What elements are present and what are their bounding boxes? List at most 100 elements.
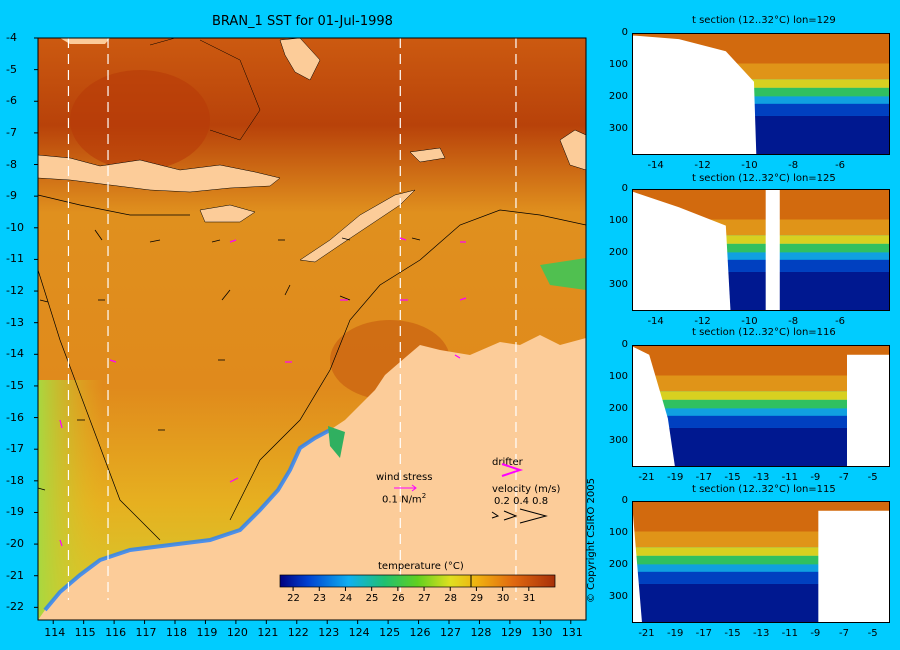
australia-land bbox=[38, 335, 586, 620]
colorbar-tick-label: 29 bbox=[470, 593, 484, 604]
temperature-band bbox=[632, 399, 890, 409]
section-frame bbox=[632, 345, 890, 467]
section-y-tick-label: 0 bbox=[621, 339, 628, 350]
colorbar-tick-label: 23 bbox=[313, 593, 327, 604]
map-x-tick-label: 130 bbox=[531, 626, 553, 639]
section-frame bbox=[632, 33, 890, 155]
colorbar-tick-label: 24 bbox=[339, 593, 353, 604]
temperature-band bbox=[632, 408, 890, 416]
section-x-tick-label: -17 bbox=[695, 628, 712, 639]
section-plot bbox=[632, 345, 890, 467]
temperature-band bbox=[632, 555, 890, 565]
wind-stress-unit-exponent: 2 bbox=[421, 492, 427, 500]
section-x-tick-label: -8 bbox=[788, 160, 799, 171]
section-x-tick-label: -5 bbox=[867, 472, 878, 483]
wind-stress-arrow bbox=[394, 484, 417, 492]
temperature-band bbox=[632, 79, 890, 88]
section-y-tick-label: 300 bbox=[608, 123, 628, 135]
section-x-tick-label: -6 bbox=[835, 316, 846, 327]
wind-arrows bbox=[37, 229, 421, 491]
map-x-tick-label: 120 bbox=[226, 626, 248, 639]
map-y-tick-label: -18 bbox=[6, 473, 24, 487]
velocity-arrows-icon bbox=[491, 508, 548, 524]
section-x-tick-label: -14 bbox=[647, 160, 664, 171]
colorbar-label: temperature (°C) bbox=[378, 561, 464, 572]
map-y-tick-label: -15 bbox=[6, 378, 24, 392]
section-y-tick-label: 200 bbox=[608, 559, 628, 571]
map-y-tick-label: -19 bbox=[6, 505, 24, 519]
drifter-arrow-icon bbox=[501, 463, 524, 477]
section-x-tick-label: -15 bbox=[724, 472, 741, 483]
section-title: t section (12..32°C) lon=129 bbox=[692, 15, 836, 26]
island bbox=[199, 204, 256, 223]
map-y-tick-label: -12 bbox=[6, 284, 24, 298]
colorbar-tick-label: 30 bbox=[496, 593, 510, 604]
section-x-tick-label: -21 bbox=[638, 472, 655, 483]
map-y-tick-label: -22 bbox=[6, 600, 24, 614]
map-y-tick-label: -11 bbox=[6, 252, 24, 266]
section-x-tick-label: -12 bbox=[694, 160, 711, 171]
section-x-tick-label: -9 bbox=[810, 472, 821, 483]
colorbar-tick-label: 28 bbox=[444, 593, 457, 604]
section-x-tick-label: -14 bbox=[647, 316, 664, 327]
section-y-tick-label: 100 bbox=[608, 215, 628, 227]
map-x-tick-label: 127 bbox=[440, 626, 461, 639]
wind-stress-amount: 0.1 N/m bbox=[382, 494, 422, 506]
temperature-band bbox=[632, 252, 890, 260]
temperature-colorbar bbox=[279, 574, 556, 591]
map-x-tick-label: 121 bbox=[257, 626, 279, 639]
map-x-tick-label: 128 bbox=[470, 626, 492, 639]
map-x-tick-label: 131 bbox=[561, 626, 583, 639]
section-x-tick-label: -13 bbox=[753, 628, 770, 639]
seafloor-mask bbox=[632, 35, 757, 155]
section-plot bbox=[632, 501, 890, 623]
map-y-tick-label: -4 bbox=[6, 31, 17, 44]
section-y-tick-label: 300 bbox=[608, 435, 628, 447]
section-title: t section (12..32°C) lon=116 bbox=[692, 327, 836, 338]
section-y-tick-label: 100 bbox=[608, 527, 628, 539]
map-x-tick-label: 126 bbox=[409, 626, 431, 639]
wind-stress-label: wind stress bbox=[376, 472, 433, 483]
seafloor-mask bbox=[632, 346, 675, 467]
map-y-tick-label: -16 bbox=[6, 410, 24, 424]
colorbar-tick-label: 27 bbox=[418, 593, 431, 604]
section-x-tick-label: -7 bbox=[839, 472, 849, 483]
map-x-tick-label: 118 bbox=[166, 626, 187, 639]
temperature-band bbox=[632, 96, 890, 104]
section-y-tick-label: 100 bbox=[608, 371, 628, 383]
temperature-band bbox=[632, 564, 890, 572]
section-x-tick-label: -10 bbox=[741, 316, 758, 327]
section-title: t section (12..32°C) lon=125 bbox=[692, 173, 836, 184]
section-x-tick-label: -13 bbox=[753, 472, 770, 483]
map-title: BRAN_1 SST for 01-Jul-1998 bbox=[212, 14, 393, 29]
section-y-tick-label: 200 bbox=[608, 403, 628, 415]
map-y-tick-label: -7 bbox=[6, 125, 17, 139]
section-x-tick-label: -9 bbox=[810, 628, 821, 639]
drifter-label: drifter bbox=[492, 457, 523, 468]
wind-stress-value: 0.1 N/m2 bbox=[382, 492, 426, 505]
map-x-tick-label: 115 bbox=[74, 626, 96, 639]
section-y-tick-label: 200 bbox=[608, 247, 628, 259]
section-x-tick-label: -6 bbox=[835, 160, 846, 171]
island bbox=[37, 154, 281, 193]
drifter-arrows bbox=[59, 237, 467, 547]
map-y-tick-label: -13 bbox=[6, 315, 24, 329]
section-x-tick-label: -7 bbox=[839, 628, 849, 639]
map-y-tick-label: -10 bbox=[6, 220, 24, 234]
section-x-tick-label: -12 bbox=[694, 316, 711, 327]
map-x-tick-label: 119 bbox=[196, 626, 218, 639]
map-x-tick-label: 116 bbox=[105, 626, 127, 639]
section-y-tick-label: 0 bbox=[621, 27, 628, 38]
section-x-tick-label: -17 bbox=[695, 472, 712, 483]
map-y-tick-label: -17 bbox=[6, 442, 24, 456]
section-y-tick-label: 200 bbox=[608, 91, 628, 103]
velocity-values: 0.2 0.4 0.8 bbox=[494, 496, 549, 507]
island bbox=[299, 189, 416, 263]
section-y-tick-label: 300 bbox=[608, 591, 628, 603]
temperature-band bbox=[632, 235, 890, 244]
section-y-tick-label: 100 bbox=[608, 59, 628, 71]
seafloor-mask bbox=[847, 354, 890, 467]
section-frame bbox=[632, 501, 890, 623]
map-x-tick-label: 124 bbox=[348, 626, 370, 639]
velocity-label: velocity (m/s) bbox=[492, 484, 561, 495]
